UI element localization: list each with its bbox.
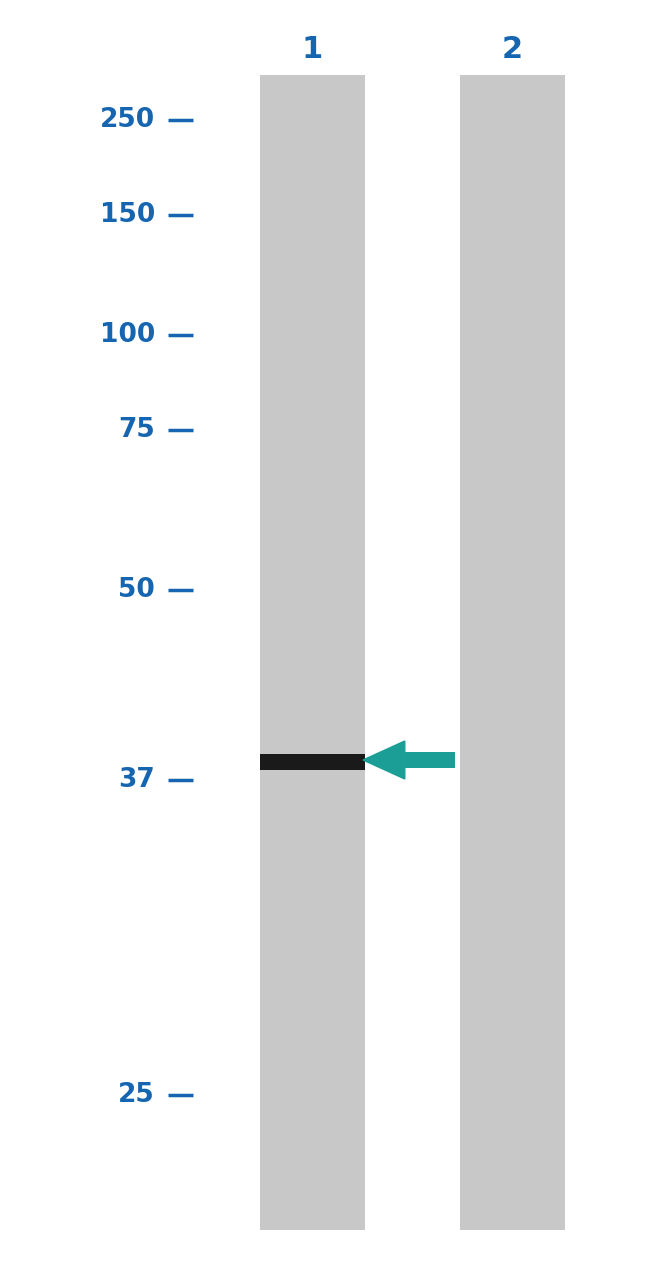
Bar: [405, 752, 455, 768]
Text: 37: 37: [118, 767, 155, 792]
Text: 2: 2: [502, 36, 523, 65]
Bar: [260, 75, 365, 1231]
Text: 25: 25: [118, 1082, 155, 1107]
Text: 100: 100: [99, 323, 155, 348]
Bar: [260, 754, 365, 770]
Text: 1: 1: [302, 36, 323, 65]
Text: 75: 75: [118, 417, 155, 443]
Bar: [460, 75, 565, 1231]
Polygon shape: [363, 740, 405, 779]
Text: 150: 150: [99, 202, 155, 229]
Text: 50: 50: [118, 577, 155, 603]
Text: 250: 250: [100, 107, 155, 133]
